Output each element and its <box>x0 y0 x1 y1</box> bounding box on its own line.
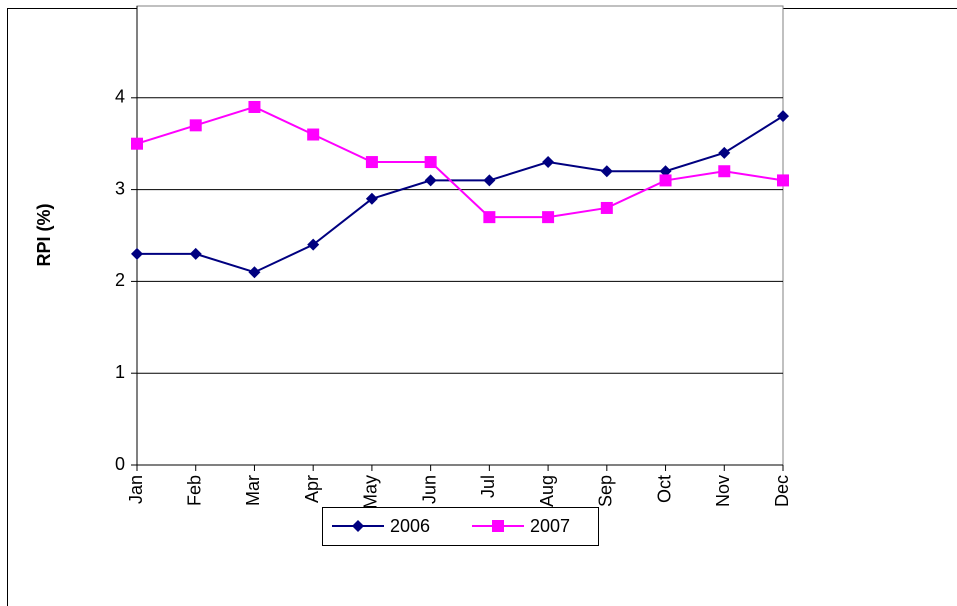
marker <box>424 174 437 187</box>
marker <box>483 174 496 187</box>
marker <box>600 201 613 214</box>
x-tick-label: Nov <box>713 475 733 507</box>
marker <box>352 520 364 532</box>
x-tick-label: Aug <box>537 475 557 507</box>
marker <box>424 156 437 169</box>
marker <box>131 247 143 260</box>
marker <box>777 110 789 123</box>
marker <box>542 156 555 169</box>
marker <box>189 119 202 132</box>
marker <box>718 146 731 159</box>
marker <box>131 137 143 150</box>
marker <box>659 165 672 178</box>
plot-area <box>136 5 784 466</box>
x-tick-label: Apr <box>302 475 322 503</box>
x-tick-label: Mar <box>243 475 263 506</box>
marker <box>483 211 496 224</box>
x-tick-label: May <box>361 475 381 509</box>
marker <box>542 211 555 224</box>
x-tick-label: Sep <box>596 475 616 507</box>
legend-label: 2007 <box>530 516 570 536</box>
marker <box>492 520 504 532</box>
marker <box>777 174 789 187</box>
x-tick-label: Jul <box>478 475 498 498</box>
marker <box>365 192 378 205</box>
y-axis-label: RPI (%) <box>34 203 54 266</box>
x-tick-label: Dec <box>772 475 792 507</box>
marker <box>189 247 202 260</box>
legend-label: 2006 <box>390 516 430 536</box>
y-tick-label: 1 <box>115 362 125 382</box>
marker <box>659 174 672 187</box>
x-tick-label: Feb <box>184 475 204 506</box>
series-line <box>136 105 784 219</box>
marker <box>248 100 261 113</box>
x-tick-label: Jun <box>419 475 439 504</box>
y-tick-label: 3 <box>115 178 125 198</box>
y-tick-label: 2 <box>115 270 125 290</box>
marker <box>307 128 320 141</box>
marker <box>718 165 731 178</box>
y-tick-label: 0 <box>115 454 125 474</box>
legend: 2006 2007 <box>322 507 599 546</box>
series-line <box>137 115 784 274</box>
marker <box>365 156 378 169</box>
x-tick-label: Jan <box>126 475 146 504</box>
marker <box>248 266 261 279</box>
x-tick-label: Oct <box>654 475 674 503</box>
marker <box>307 238 320 251</box>
y-tick-label: 4 <box>115 87 125 107</box>
marker <box>600 165 613 178</box>
